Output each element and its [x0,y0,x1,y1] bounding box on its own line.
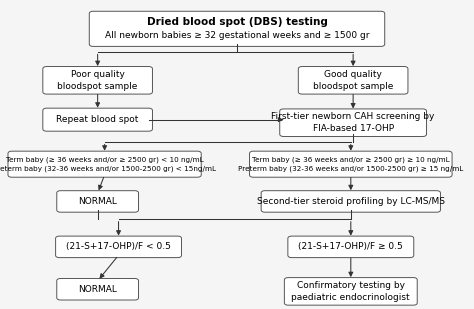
FancyBboxPatch shape [43,108,153,131]
Text: Repeat blood spot: Repeat blood spot [56,115,139,124]
FancyBboxPatch shape [249,151,452,177]
FancyBboxPatch shape [57,191,138,212]
Text: (21-S+17-OHP)/F ≥ 0.5: (21-S+17-OHP)/F ≥ 0.5 [299,242,403,251]
Text: NORMAL: NORMAL [78,197,117,206]
Text: NORMAL: NORMAL [78,285,117,294]
Text: Confirmatory testing by
paediatric endocrinologist: Confirmatory testing by paediatric endoc… [292,281,410,302]
Text: Dried blood spot (DBS) testing: Dried blood spot (DBS) testing [146,17,328,27]
Text: (21-S+17-OHP)/F < 0.5: (21-S+17-OHP)/F < 0.5 [66,242,171,251]
FancyBboxPatch shape [288,236,414,258]
FancyBboxPatch shape [43,66,153,94]
FancyBboxPatch shape [89,11,385,46]
FancyBboxPatch shape [261,191,440,212]
FancyBboxPatch shape [284,277,417,305]
Text: Term baby (≥ 36 weeks and/or ≥ 2500 gr) < 10 ng/mL
Preterm baby (32-36 weeks and: Term baby (≥ 36 weeks and/or ≥ 2500 gr) … [0,157,216,171]
FancyBboxPatch shape [57,278,138,300]
Text: Second-tier steroid profiling by LC-MS/MS: Second-tier steroid profiling by LC-MS/M… [257,197,445,206]
FancyBboxPatch shape [280,109,427,137]
FancyBboxPatch shape [8,151,201,177]
Text: Poor quality
bloodspot sample: Poor quality bloodspot sample [57,70,138,91]
Text: Term baby (≥ 36 weeks and/or ≥ 2500 gr) ≥ 10 ng/mL
Preterm baby (32-36 weeks and: Term baby (≥ 36 weeks and/or ≥ 2500 gr) … [238,157,464,171]
Text: Good quality
bloodspot sample: Good quality bloodspot sample [313,70,393,91]
FancyBboxPatch shape [55,236,182,258]
Text: All newborn babies ≥ 32 gestational weeks and ≥ 1500 gr: All newborn babies ≥ 32 gestational week… [105,31,369,40]
Text: First-tier newborn CAH screening by
FIA-based 17-OHP: First-tier newborn CAH screening by FIA-… [272,112,435,133]
FancyBboxPatch shape [298,66,408,94]
